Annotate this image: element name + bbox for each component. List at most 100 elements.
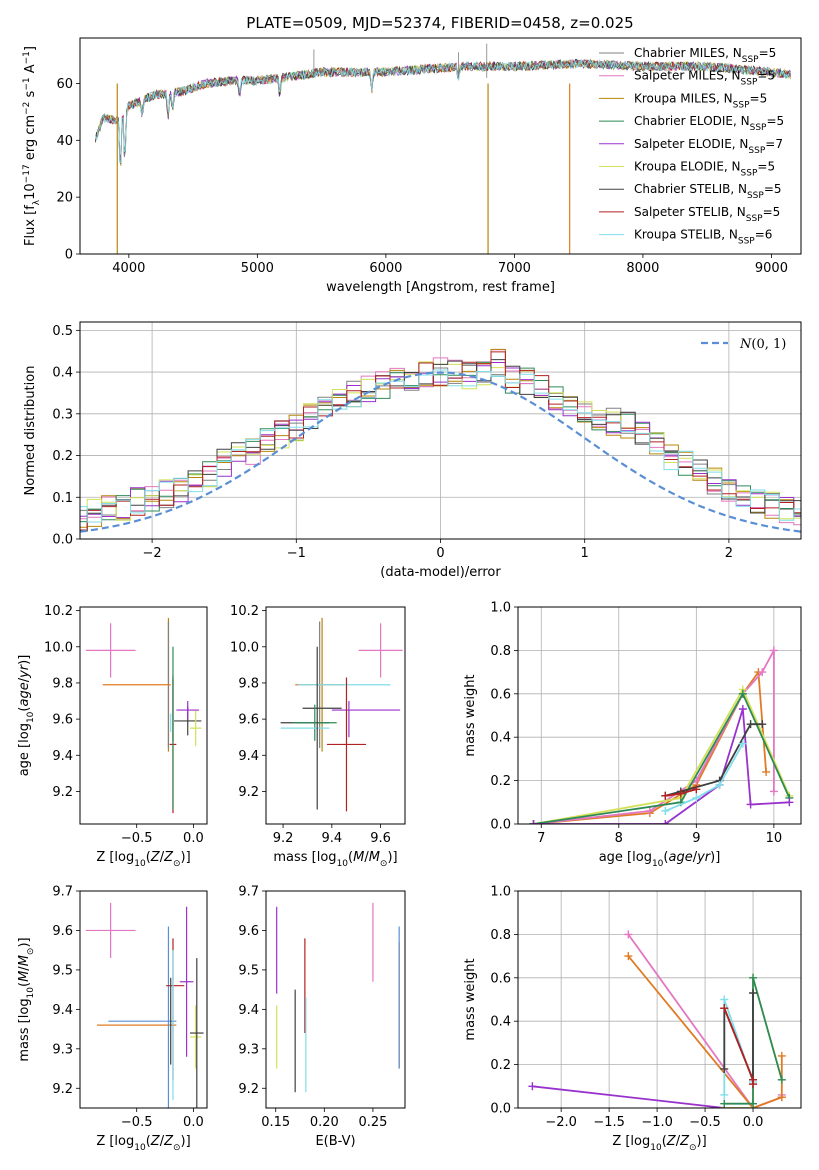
label-part: mass [log [273,850,336,865]
label-part: Z [666,1134,677,1149]
label-part: )] [387,850,397,865]
label-part: Salpeter MILES, N [634,69,741,83]
x-tick-label: 0 [436,546,444,561]
label-part: / [17,677,32,682]
label-part: / [676,1134,681,1149]
y-tick-label: 9.2 [238,1082,259,1097]
figure-title: PLATE=0509, MJD=52374, FIBERID=0458, z=0… [246,14,633,32]
y-tick-label: 0 [65,248,73,263]
axes-frame [265,890,406,1109]
label-part: =7 [765,137,783,151]
label-part: =5 [766,114,784,128]
label-part: SSP [742,55,759,65]
y-tick-label: 0.2 [52,449,73,464]
x-tick-label: 7000 [498,261,531,276]
label-part: ( [348,850,353,865]
x-tick-label: 7 [537,831,545,846]
y-tick-label: 0.6 [490,971,511,986]
series-line [533,691,791,824]
y-tick-label: 20 [56,191,73,206]
x-tick-label: −0.5 [121,1115,153,1130]
series-marker [738,704,747,713]
legend-entry: Salpeter MILES, NSSP=5 [634,69,775,88]
series-marker [645,806,654,815]
x-axis-label: age [log10(age/yr)] [599,850,721,869]
label-part: −1 [22,51,32,64]
x-axis-label: (data-model)/error [380,565,501,580]
label-part: −1 [22,77,32,90]
y-tick-label: 10.0 [230,640,259,655]
x-axis-label: E(B-V) [315,1134,355,1149]
label-part: mass weight [463,958,478,1040]
label-part: Normed distribution [23,366,38,496]
series-marker [769,787,778,796]
x-tick-label: 0.0 [183,1115,204,1130]
label-part: Salpeter ELODIE, N [634,137,748,151]
series-marker [720,1064,729,1073]
label-part: M [353,850,364,865]
x-tick-label: 10 [766,831,783,846]
histogram-kroupa_stelib [80,369,801,523]
x-tick-label: 6000 [369,261,402,276]
label-part: λ [32,199,42,205]
label-part: mass weight [463,674,478,756]
y-tick-label: 10.0 [44,640,73,655]
y-tick-label: 9.4 [238,1003,259,1018]
x-tick-label: 0.25 [358,1115,387,1130]
label-part: =6 [755,228,773,242]
label-part: 10 [26,987,36,999]
series-marker [738,739,747,748]
spectra-group [95,43,791,254]
y-axis-label: Normed distribution [23,366,38,496]
label-part: A [23,64,38,77]
label-part: SSP [747,191,764,201]
errorbars-group [85,902,204,1108]
label-part: Z [163,850,174,865]
label-part: 10 [23,183,38,200]
y-tick-label: 9.7 [52,885,73,900]
label-part: SSP [746,214,763,224]
x-tick-label: 0.15 [261,1115,290,1130]
panel-residuals: −2 −1 0 1 2 0.0 0.1 0.2 0.3 0.4 0.5 N(0, 1) (data-mo… [23,321,802,580]
y-axis-label: mass weight [463,674,478,756]
label-part: ⊙ [26,948,36,956]
series-marker [746,720,755,729]
series-group [528,930,786,1108]
series-marker [749,973,758,982]
label-part: =5 [757,69,775,83]
y-axis-label: Flux [fλ10−17 erg cm−2 s−1 A−1] [22,46,42,246]
label-part: Z [679,1134,690,1149]
series-marker [758,720,767,729]
series-line [533,708,790,824]
label-part: ( [663,850,668,865]
label-part: ⊙ [380,859,388,869]
y-axis-label: age [log10(age/yr)] [17,655,36,777]
label-part: s [23,90,38,101]
x-axis-label: Z [log10(Z/Z⊙)] [612,1134,706,1153]
legend-entry: Salpeter STELIB, NSSP=5 [634,205,780,224]
y-tick-label: 9.8 [52,676,73,691]
label-part: age [17,682,32,706]
label-part: Z [log [612,1134,650,1149]
spectrum-kroupa_stelib [95,58,791,164]
x-tick-label: 4000 [112,261,145,276]
label-part: M [369,850,380,865]
label-part: ⊙ [173,1143,181,1153]
label-part: ( [146,1134,151,1149]
series-group [529,646,794,824]
label-part: SSP [733,100,750,110]
x-tick-label: 0.20 [310,1115,339,1130]
axes-frame [79,606,208,825]
label-part: (data-model)/error [380,565,501,580]
series-marker [749,1099,758,1108]
series-marker [529,820,538,824]
label-part: 10 [652,859,664,869]
label-part: age [668,850,692,865]
label-part: Z [163,1134,174,1149]
label-part: yr [696,850,712,865]
series-marker [720,1004,729,1013]
series-marker [749,1080,758,1089]
histograms-group [80,348,801,533]
y-tick-label: 0.0 [490,818,511,833]
